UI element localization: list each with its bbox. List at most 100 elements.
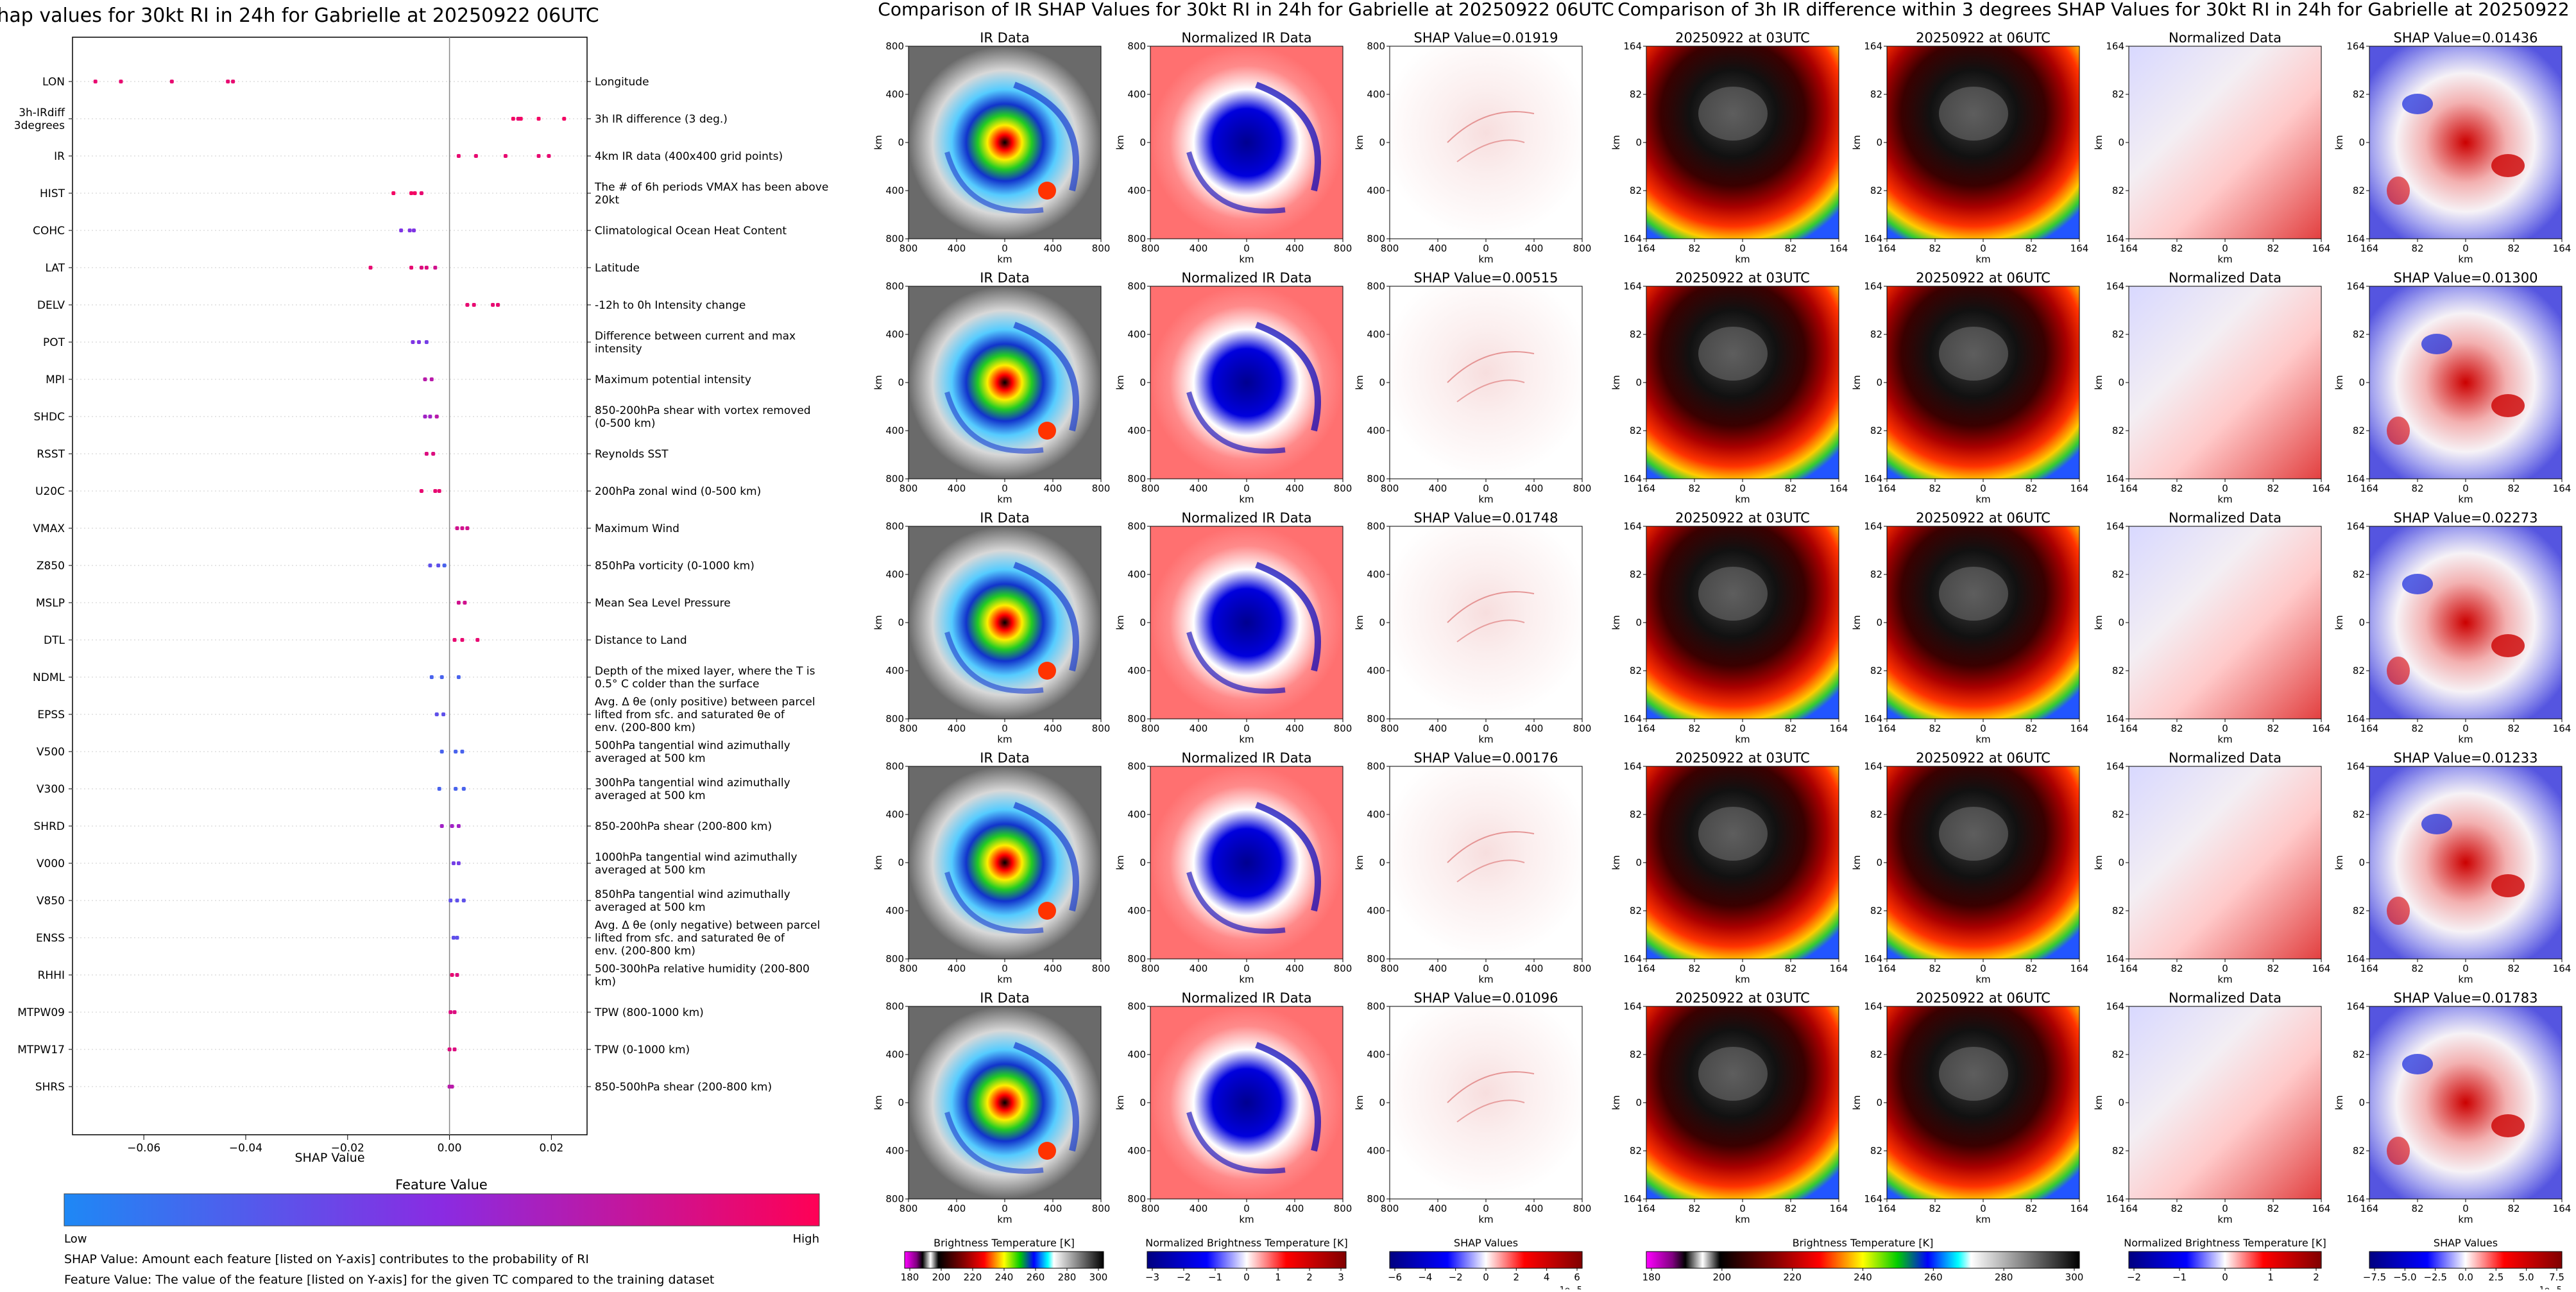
x-tick-label: 0 (1002, 243, 1008, 254)
shap-point (399, 228, 404, 232)
x-tick-label: 400 (1190, 483, 1208, 494)
colorbar-tick-label: 2 (2313, 1271, 2319, 1283)
shap-point (412, 228, 416, 232)
y-tick-label: 82 (1630, 329, 1642, 340)
x-tick-label: 164 (1830, 963, 1848, 974)
y-tick-label: 400 (1127, 665, 1146, 676)
x-tick-label: 82 (1688, 243, 1700, 254)
shap-streak (1447, 111, 1535, 143)
feature-description-label: 850-200hPa shear (200-800 km) (595, 820, 772, 833)
feature-description-label: Avg. Δ θe (only positive) between parcel… (595, 696, 815, 734)
y-tick-label: 164 (1864, 953, 1882, 965)
y-tick-label: 0 (1139, 857, 1146, 868)
x-tick-label: 164 (1830, 1203, 1848, 1214)
y-tick-label: 164 (1623, 1193, 1642, 1205)
x-tick-label: 82 (2507, 243, 2520, 254)
y-tick-label: 400 (1127, 89, 1146, 100)
y-axis-label: km (1851, 375, 1863, 390)
y-axis-label: km (1354, 615, 1365, 630)
shap-streak (1456, 1099, 1525, 1123)
colorbar-tick-label: −5.0 (2393, 1271, 2416, 1283)
panel-title: Normalized Data (2169, 750, 2282, 766)
x-axis-label: km (1478, 1214, 1493, 1225)
x-tick-label: 0 (1980, 963, 1986, 974)
y-tick-label: 0 (1635, 377, 1642, 388)
diff-comparison-title: Comparison of 3h IR difference within 3 … (1617, 0, 2576, 20)
shap-point (456, 601, 461, 605)
y-tick-label: 82 (2353, 1049, 2365, 1060)
x-tick-label: 82 (2411, 723, 2423, 734)
shap-point (424, 266, 429, 270)
shap-point (460, 638, 465, 642)
x-axis-label: km (2217, 974, 2232, 985)
shap-point (428, 564, 432, 567)
y-tick-label: 400 (1367, 1049, 1385, 1060)
y-tick-label: 82 (2112, 1145, 2124, 1157)
x-tick-label: 0 (2462, 483, 2469, 494)
y-tick-label: 164 (2346, 280, 2365, 292)
x-tick-label: 82 (1688, 483, 1700, 494)
x-tick-label: 800 (900, 723, 918, 734)
convective-cell (1038, 1142, 1056, 1160)
panel-image (1646, 766, 1839, 959)
cloud-top (1939, 87, 2008, 141)
panel-image (1390, 526, 1582, 719)
panel-image (1390, 766, 1582, 959)
x-tick-label: 0 (2222, 243, 2228, 254)
shap-point (516, 117, 520, 121)
spiral-band (1013, 802, 1079, 912)
shap-point (447, 1047, 452, 1051)
y-tick-label: 164 (1864, 40, 1882, 52)
shap-point (423, 377, 427, 381)
panel-image (1887, 286, 2079, 479)
convective-cell (1038, 182, 1056, 200)
colorbar-tick-label: −2.5 (2423, 1271, 2446, 1283)
y-tick-label: 82 (1630, 809, 1642, 820)
y-tick-label: 164 (1623, 473, 1642, 485)
panel-title: Normalized IR Data (1181, 750, 1311, 766)
x-axis-label: km (2458, 494, 2473, 505)
panel-image (1646, 1006, 1839, 1199)
panel-image (2369, 286, 2562, 479)
x-tick-label: 800 (1092, 483, 1111, 494)
x-tick-label: 400 (1429, 963, 1447, 974)
x-axis-label: km (1975, 974, 1990, 985)
shap-point (436, 564, 441, 567)
panel-image (1887, 766, 2079, 959)
shap-point (439, 675, 444, 679)
colorbar-tick-label: 2.5 (2488, 1271, 2503, 1283)
cloud-top (1698, 87, 1768, 141)
y-tick-label: 800 (1127, 1001, 1146, 1012)
y-tick-label: 164 (1864, 713, 1882, 725)
y-tick-label: 164 (2106, 1001, 2124, 1012)
x-axis-label: km (1735, 734, 1750, 745)
x-tick-label: 82 (2507, 963, 2520, 974)
panel-title: Normalized Data (2169, 990, 2282, 1006)
x-tick-label: 0 (1002, 483, 1008, 494)
x-tick-label: 164 (1878, 243, 1897, 254)
y-tick-label: 164 (1623, 1001, 1642, 1012)
y-tick-label: 164 (2346, 521, 2365, 532)
x-tick-label: 164 (1830, 483, 1848, 494)
shap-point (439, 750, 444, 754)
panel-image (2129, 46, 2321, 239)
feature-name-label: V500 (37, 746, 65, 759)
feature-name-label: DTL (44, 634, 65, 647)
x-tick-label: 0 (1483, 483, 1489, 494)
feature-name-label: U20C (35, 485, 65, 498)
y-tick-label: 800 (885, 713, 904, 725)
spiral-band (1255, 82, 1321, 192)
x-tick-label: 400 (1429, 243, 1447, 254)
convective-cell (1038, 662, 1056, 680)
y-tick-label: 800 (1367, 1001, 1385, 1012)
x-tick-label: 400 (1525, 243, 1544, 254)
colorbar-tick-label: 1 (1275, 1271, 1281, 1283)
x-tick-label: 800 (1381, 243, 1399, 254)
x-axis-label: km (2217, 1214, 2232, 1225)
y-tick-label: 164 (2106, 280, 2124, 292)
y-axis-label: km (1114, 1095, 1126, 1110)
x-axis-label: km (1239, 1214, 1254, 1225)
feature-description-label: 850hPa tangential wind azimuthally averag… (595, 888, 790, 914)
spiral-band (944, 151, 1044, 214)
shap-streak (1456, 619, 1525, 642)
